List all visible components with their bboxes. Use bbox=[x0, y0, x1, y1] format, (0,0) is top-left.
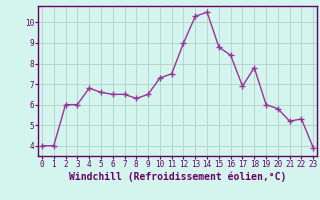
X-axis label: Windchill (Refroidissement éolien,°C): Windchill (Refroidissement éolien,°C) bbox=[69, 172, 286, 182]
